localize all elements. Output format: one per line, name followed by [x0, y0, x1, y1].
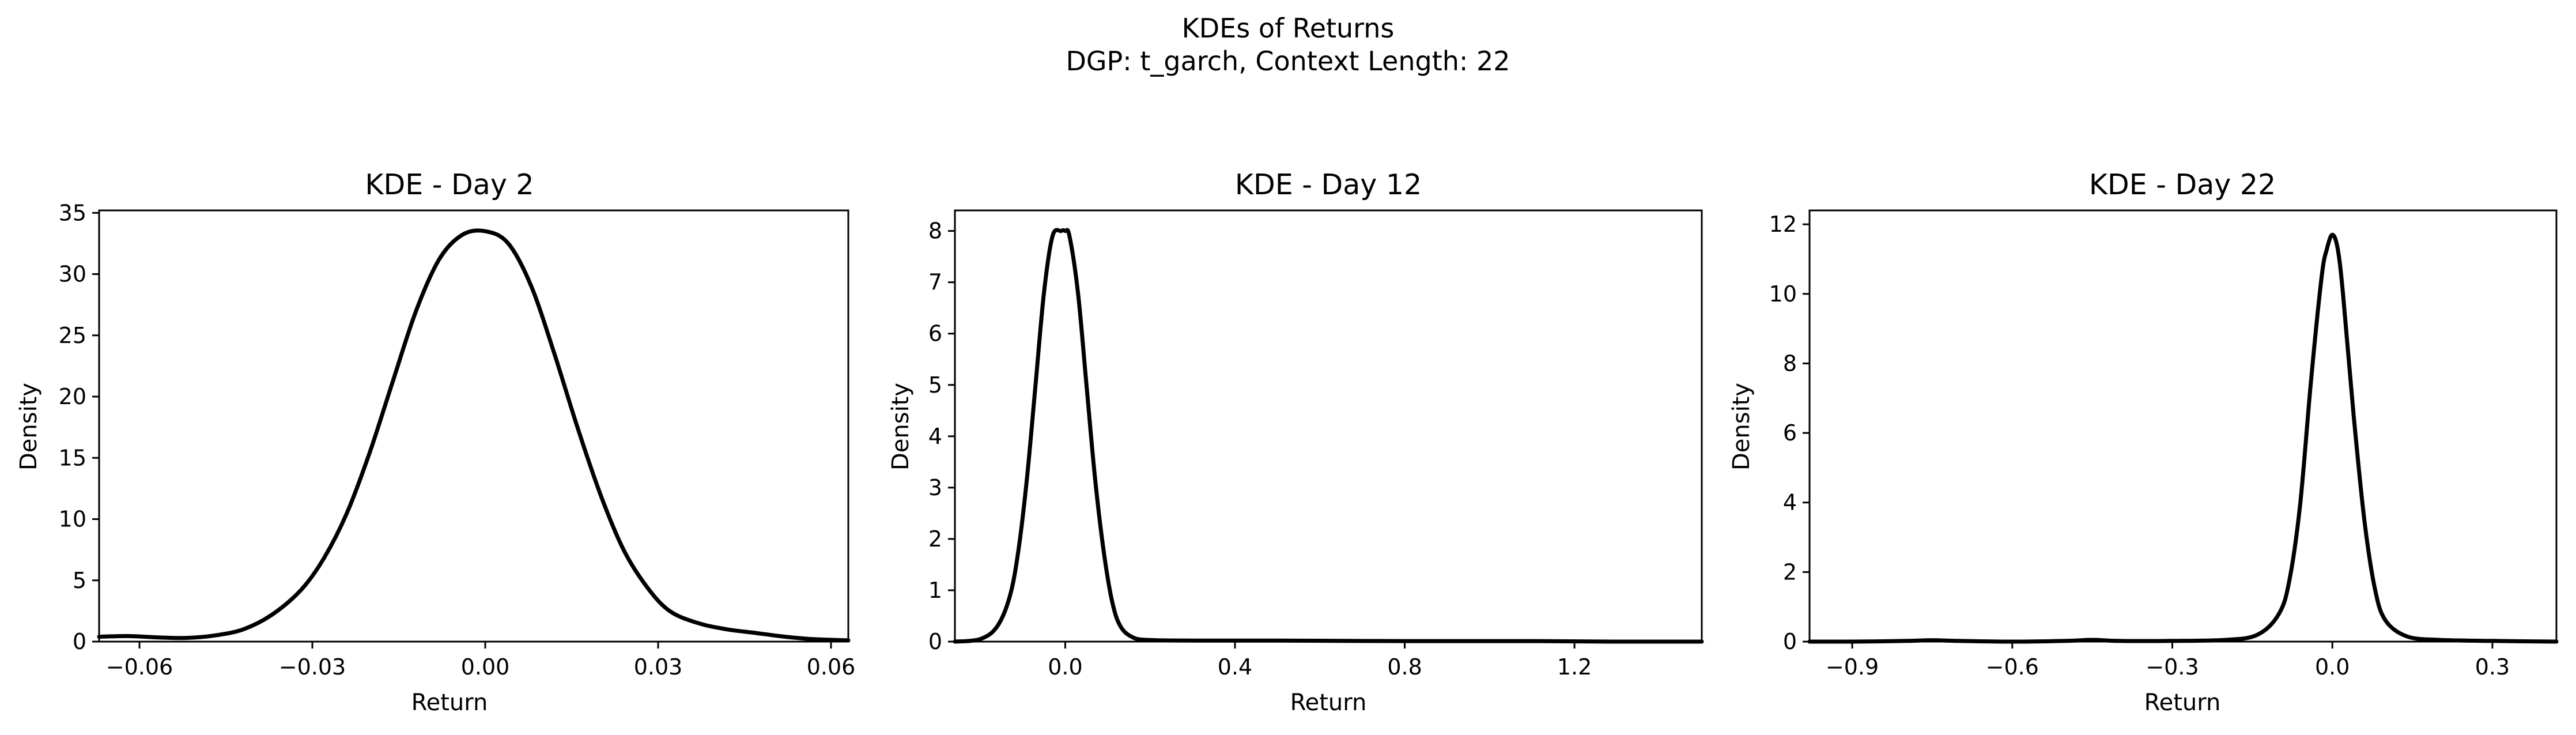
subplot-3: KDE - Day 22 Return Density −0.9 −0.6 −0.3…: [1728, 168, 2559, 716]
y-tick-label: 10: [1769, 281, 1797, 307]
y-tick-label: 0: [928, 629, 942, 654]
axes-frame: [954, 209, 1703, 643]
x-tick-label: 0.4: [1218, 654, 1252, 680]
y-tick-label: 2: [1783, 559, 1797, 585]
y-tick-label: 5: [73, 568, 86, 593]
kde-line: [97, 228, 851, 643]
x-tick-label: 0.06: [807, 654, 856, 680]
y-axis-label: Density: [1728, 383, 1755, 470]
y-tick-label: 0: [1783, 629, 1797, 654]
y-tick-label: 2: [928, 526, 942, 552]
subplot-title: KDE - Day 12: [1235, 168, 1422, 201]
x-tick-label: −0.06: [106, 654, 173, 680]
x-tick-label: 1.2: [1557, 654, 1592, 680]
x-tick-label: 0.0: [1048, 654, 1082, 680]
y-tick-label: 8: [928, 218, 942, 244]
y-tick-label: 15: [59, 445, 86, 470]
figure-title-line2: DGP: t_garch, Context Length: 22: [1066, 46, 1510, 77]
y-axis-label: Density: [887, 383, 914, 470]
y-tick-label: 6: [1783, 420, 1797, 446]
subplot-title: KDE - Day 22: [2089, 168, 2276, 201]
kde-line: [1807, 232, 2559, 644]
x-tick-label: 0.00: [461, 654, 510, 680]
figure-title-line1: KDEs of Returns: [1182, 13, 1395, 44]
y-tick-label: 7: [928, 270, 942, 295]
y-tick-label: 10: [59, 507, 86, 532]
y-tick-label: 1: [928, 578, 942, 603]
subplot-2: KDE - Day 12 Return Density 0.0 0.4 0.8 1.2…: [887, 168, 1704, 716]
y-tick-label: 30: [59, 262, 86, 287]
x-axis-label: Return: [411, 689, 488, 716]
y-tick-label: 35: [59, 200, 86, 225]
x-tick-label: −0.9: [1826, 654, 1879, 680]
x-tick-label: 0.0: [2315, 654, 2350, 680]
x-tick-label: −0.6: [1986, 654, 2039, 680]
x-tick-label: −0.03: [279, 654, 346, 680]
x-tick-label: 0.3: [2475, 654, 2510, 680]
y-tick-label: 8: [1783, 350, 1797, 376]
tick-group: −0.06 −0.03 0.00 0.03 0.06 0 5 10 15 20 25 30 35: [59, 200, 856, 680]
x-tick-label: −0.3: [2146, 654, 2199, 680]
x-axis-label: Return: [2144, 689, 2221, 716]
y-tick-label: 25: [59, 323, 86, 348]
tick-group: −0.9 −0.6 −0.3 0.0 0.3 0 2 4 6 8 10 12: [1769, 212, 2510, 680]
y-tick-label: 0: [73, 629, 86, 654]
y-tick-label: 3: [928, 475, 942, 500]
y-tick-label: 4: [928, 424, 942, 449]
subplot-1: KDE - Day 2 Return Density −0.06 −0.03 0.0…: [16, 168, 855, 716]
axes-frame: [98, 209, 849, 643]
subplot-title: KDE - Day 2: [365, 168, 534, 201]
y-tick-label: 5: [928, 372, 942, 398]
y-tick-label: 6: [928, 321, 942, 346]
y-tick-label: 12: [1769, 212, 1797, 237]
y-tick-label: 4: [1783, 490, 1797, 515]
y-tick-label: 20: [59, 384, 86, 409]
x-tick-label: 0.8: [1387, 654, 1422, 680]
axes-frame: [1808, 209, 2558, 643]
tick-group: 0.0 0.4 0.8 1.2 0 1 2 3 4 5 6 7 8: [928, 218, 1592, 680]
y-axis-label: Density: [16, 383, 42, 470]
x-tick-label: 0.03: [634, 654, 683, 680]
kde-line: [953, 228, 1704, 644]
x-axis-label: Return: [1290, 689, 1367, 716]
